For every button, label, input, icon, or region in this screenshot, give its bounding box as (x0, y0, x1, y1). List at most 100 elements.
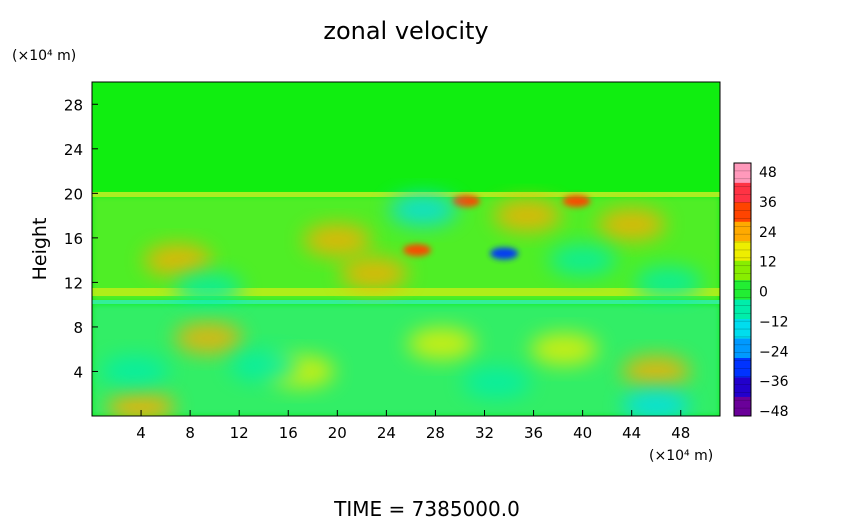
y-axis-unit: (×10⁴ m) (12, 48, 76, 64)
velocity-anomaly (597, 208, 666, 241)
velocity-anomaly-shape (229, 349, 298, 382)
velocity-anomaly (548, 244, 617, 277)
velocity-anomaly-shape (303, 224, 372, 257)
colorbar: 48 36 24 12 0 −12 −24 −36 −48 (733, 162, 789, 420)
velocity-anomaly (622, 355, 691, 388)
x-tick-label: 20 (328, 424, 347, 442)
velocity-anomaly-shape (340, 257, 409, 290)
velocity-anomaly (229, 349, 298, 382)
x-tick-label: 28 (426, 424, 445, 442)
y-tick-label: 28 (64, 96, 83, 114)
colorbar-tick-label: −36 (759, 374, 789, 390)
colorbar-tick-label: 24 (759, 225, 777, 241)
velocity-anomaly (100, 355, 169, 388)
colorbar-tick-label: 36 (759, 195, 777, 211)
colorbar-segment (734, 240, 751, 261)
top-boundary-stripe (92, 192, 720, 197)
velocity-anomaly (389, 194, 458, 227)
colorbar-tick-label: −48 (759, 404, 789, 420)
colorbar-frame (733, 162, 752, 417)
plot-frame (91, 81, 721, 417)
velocity-anomaly (340, 257, 409, 290)
velocity-anomaly (303, 224, 372, 257)
x-axis-unit: (×10⁴ m) (649, 448, 713, 464)
velocity-anomalies (100, 194, 703, 416)
colorbar-segment (734, 260, 751, 281)
y-tick-label: 4 (73, 363, 83, 381)
x-tick-label: 24 (377, 424, 396, 442)
colorbar-segment (734, 357, 751, 378)
velocity-anomaly (407, 327, 476, 360)
colorbar-tick-label: 12 (759, 255, 777, 271)
velocity-anomaly-shape (530, 333, 599, 366)
velocity-anomaly (174, 322, 243, 355)
colorbar-segment (734, 318, 751, 339)
colorbar-segment (734, 201, 751, 222)
velocity-anomaly (562, 195, 591, 208)
x-tick-label: 36 (524, 424, 543, 442)
time-footer: TIME = 7385000.0 (333, 497, 520, 519)
velocity-anomaly (622, 388, 691, 416)
colorbar-segment (734, 396, 751, 417)
x-axis-ticks: 4 8 12 16 20 24 28 32 36 40 44 48 (136, 410, 690, 442)
velocity-anomaly-shape (562, 195, 591, 208)
colorbar-tick-label: 0 (759, 285, 768, 301)
velocity-anomaly-shape (174, 271, 243, 304)
velocity-anomaly-shape (597, 208, 666, 241)
y-tick-label: 16 (64, 230, 83, 248)
velocity-anomaly-shape (490, 247, 519, 260)
velocity-anomaly (452, 195, 481, 208)
velocity-anomaly-shape (403, 244, 432, 257)
y-axis-label: Height (29, 218, 51, 281)
velocity-anomaly-shape (174, 322, 243, 355)
colorbar-tick-label: 48 (759, 165, 777, 181)
velocity-anomaly (174, 271, 243, 304)
y-tick-label: 20 (64, 185, 83, 203)
velocity-anomaly-shape (107, 391, 176, 416)
velocity-anomaly-shape (452, 195, 481, 208)
velocity-anomaly (143, 244, 212, 277)
y-axis-ticks: 4 8 12 16 20 24 28 (64, 96, 98, 381)
velocity-anomaly (530, 333, 599, 366)
velocity-anomaly (462, 366, 531, 399)
colorbar-segment (734, 279, 751, 300)
colorbar-segment (734, 299, 751, 320)
x-tick-label: 32 (475, 424, 494, 442)
velocity-anomaly-shape (143, 244, 212, 277)
x-tick-label: 16 (279, 424, 298, 442)
colorbar-segment (734, 182, 751, 203)
upper-layer-field (92, 82, 720, 192)
velocity-anomaly-shape (622, 355, 691, 388)
colorbar-segment (734, 221, 751, 242)
velocity-anomaly-shape (389, 194, 458, 227)
chart-title: zonal velocity (323, 17, 488, 45)
colorbar-segment (734, 163, 751, 183)
y-tick-label: 8 (73, 319, 83, 337)
x-tick-label: 12 (230, 424, 249, 442)
y-tick-label: 24 (64, 141, 83, 159)
heatmap-field (92, 82, 720, 416)
x-tick-label: 40 (573, 424, 592, 442)
colorbar-segment (734, 338, 751, 359)
velocity-anomaly-shape (634, 266, 703, 299)
velocity-anomaly-shape (493, 199, 562, 232)
low-boundary-stripe (92, 300, 720, 304)
velocity-anomaly (634, 266, 703, 299)
x-tick-label: 8 (185, 424, 195, 442)
y-tick-label: 12 (64, 274, 83, 292)
velocity-anomaly-shape (548, 244, 617, 277)
colorbar-tick-label: −12 (759, 314, 789, 330)
x-tick-label: 4 (136, 424, 146, 442)
colorbar-tick-label: −24 (759, 344, 789, 360)
velocity-anomaly (493, 199, 562, 232)
velocity-anomaly-shape (100, 355, 169, 388)
colorbar-segment (734, 377, 751, 397)
x-tick-label: 48 (671, 424, 690, 442)
velocity-anomaly-shape (462, 366, 531, 399)
velocity-anomaly-shape (622, 388, 691, 416)
mid-boundary-stripe (92, 288, 720, 296)
lower-layer-field (92, 304, 720, 416)
x-tick-label: 44 (622, 424, 641, 442)
velocity-anomaly (403, 244, 432, 257)
